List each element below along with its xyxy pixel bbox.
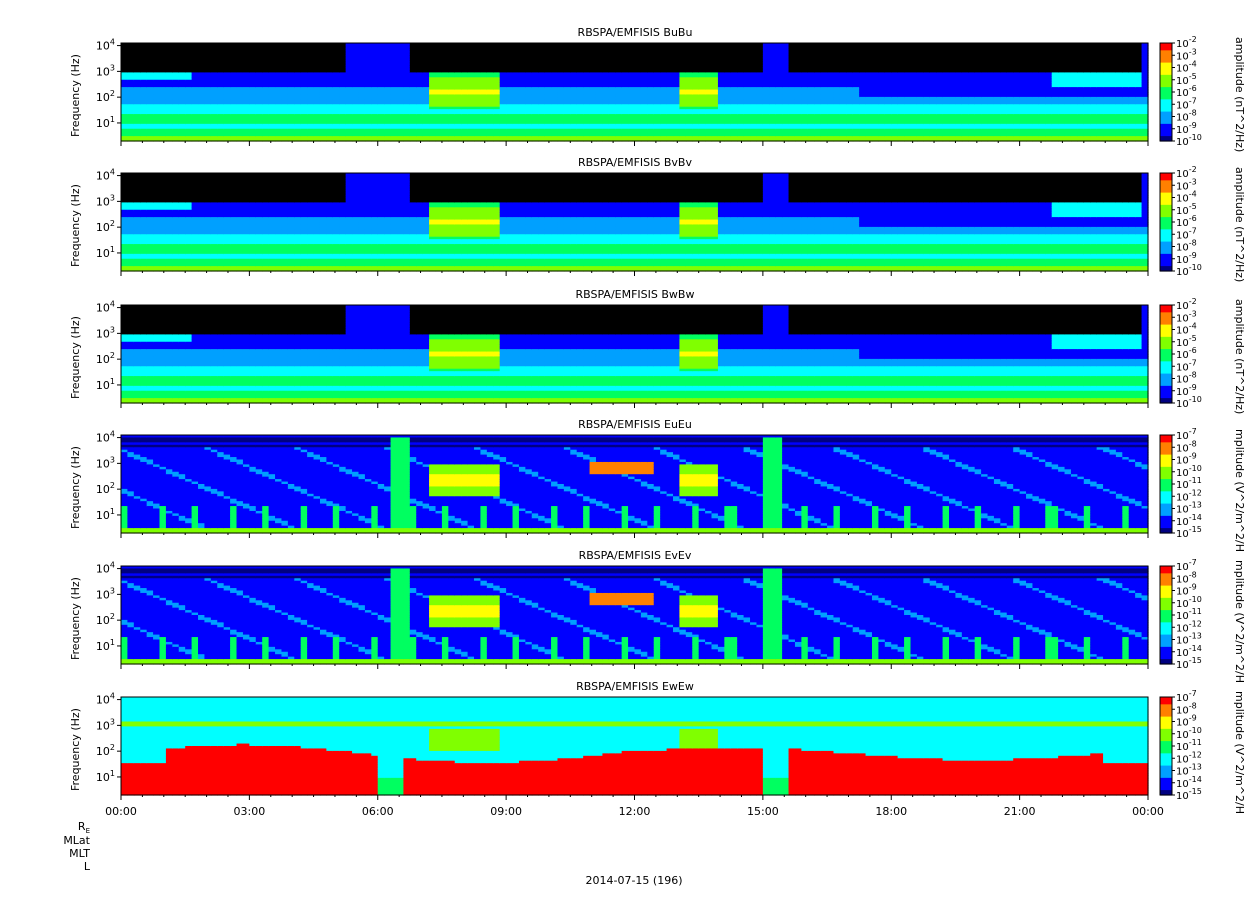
spectrogram-panel-1: 101102103104 10-210-310-410-510-610-710-8… [96, 35, 1202, 148]
heatmap-cells [121, 43, 1149, 142]
